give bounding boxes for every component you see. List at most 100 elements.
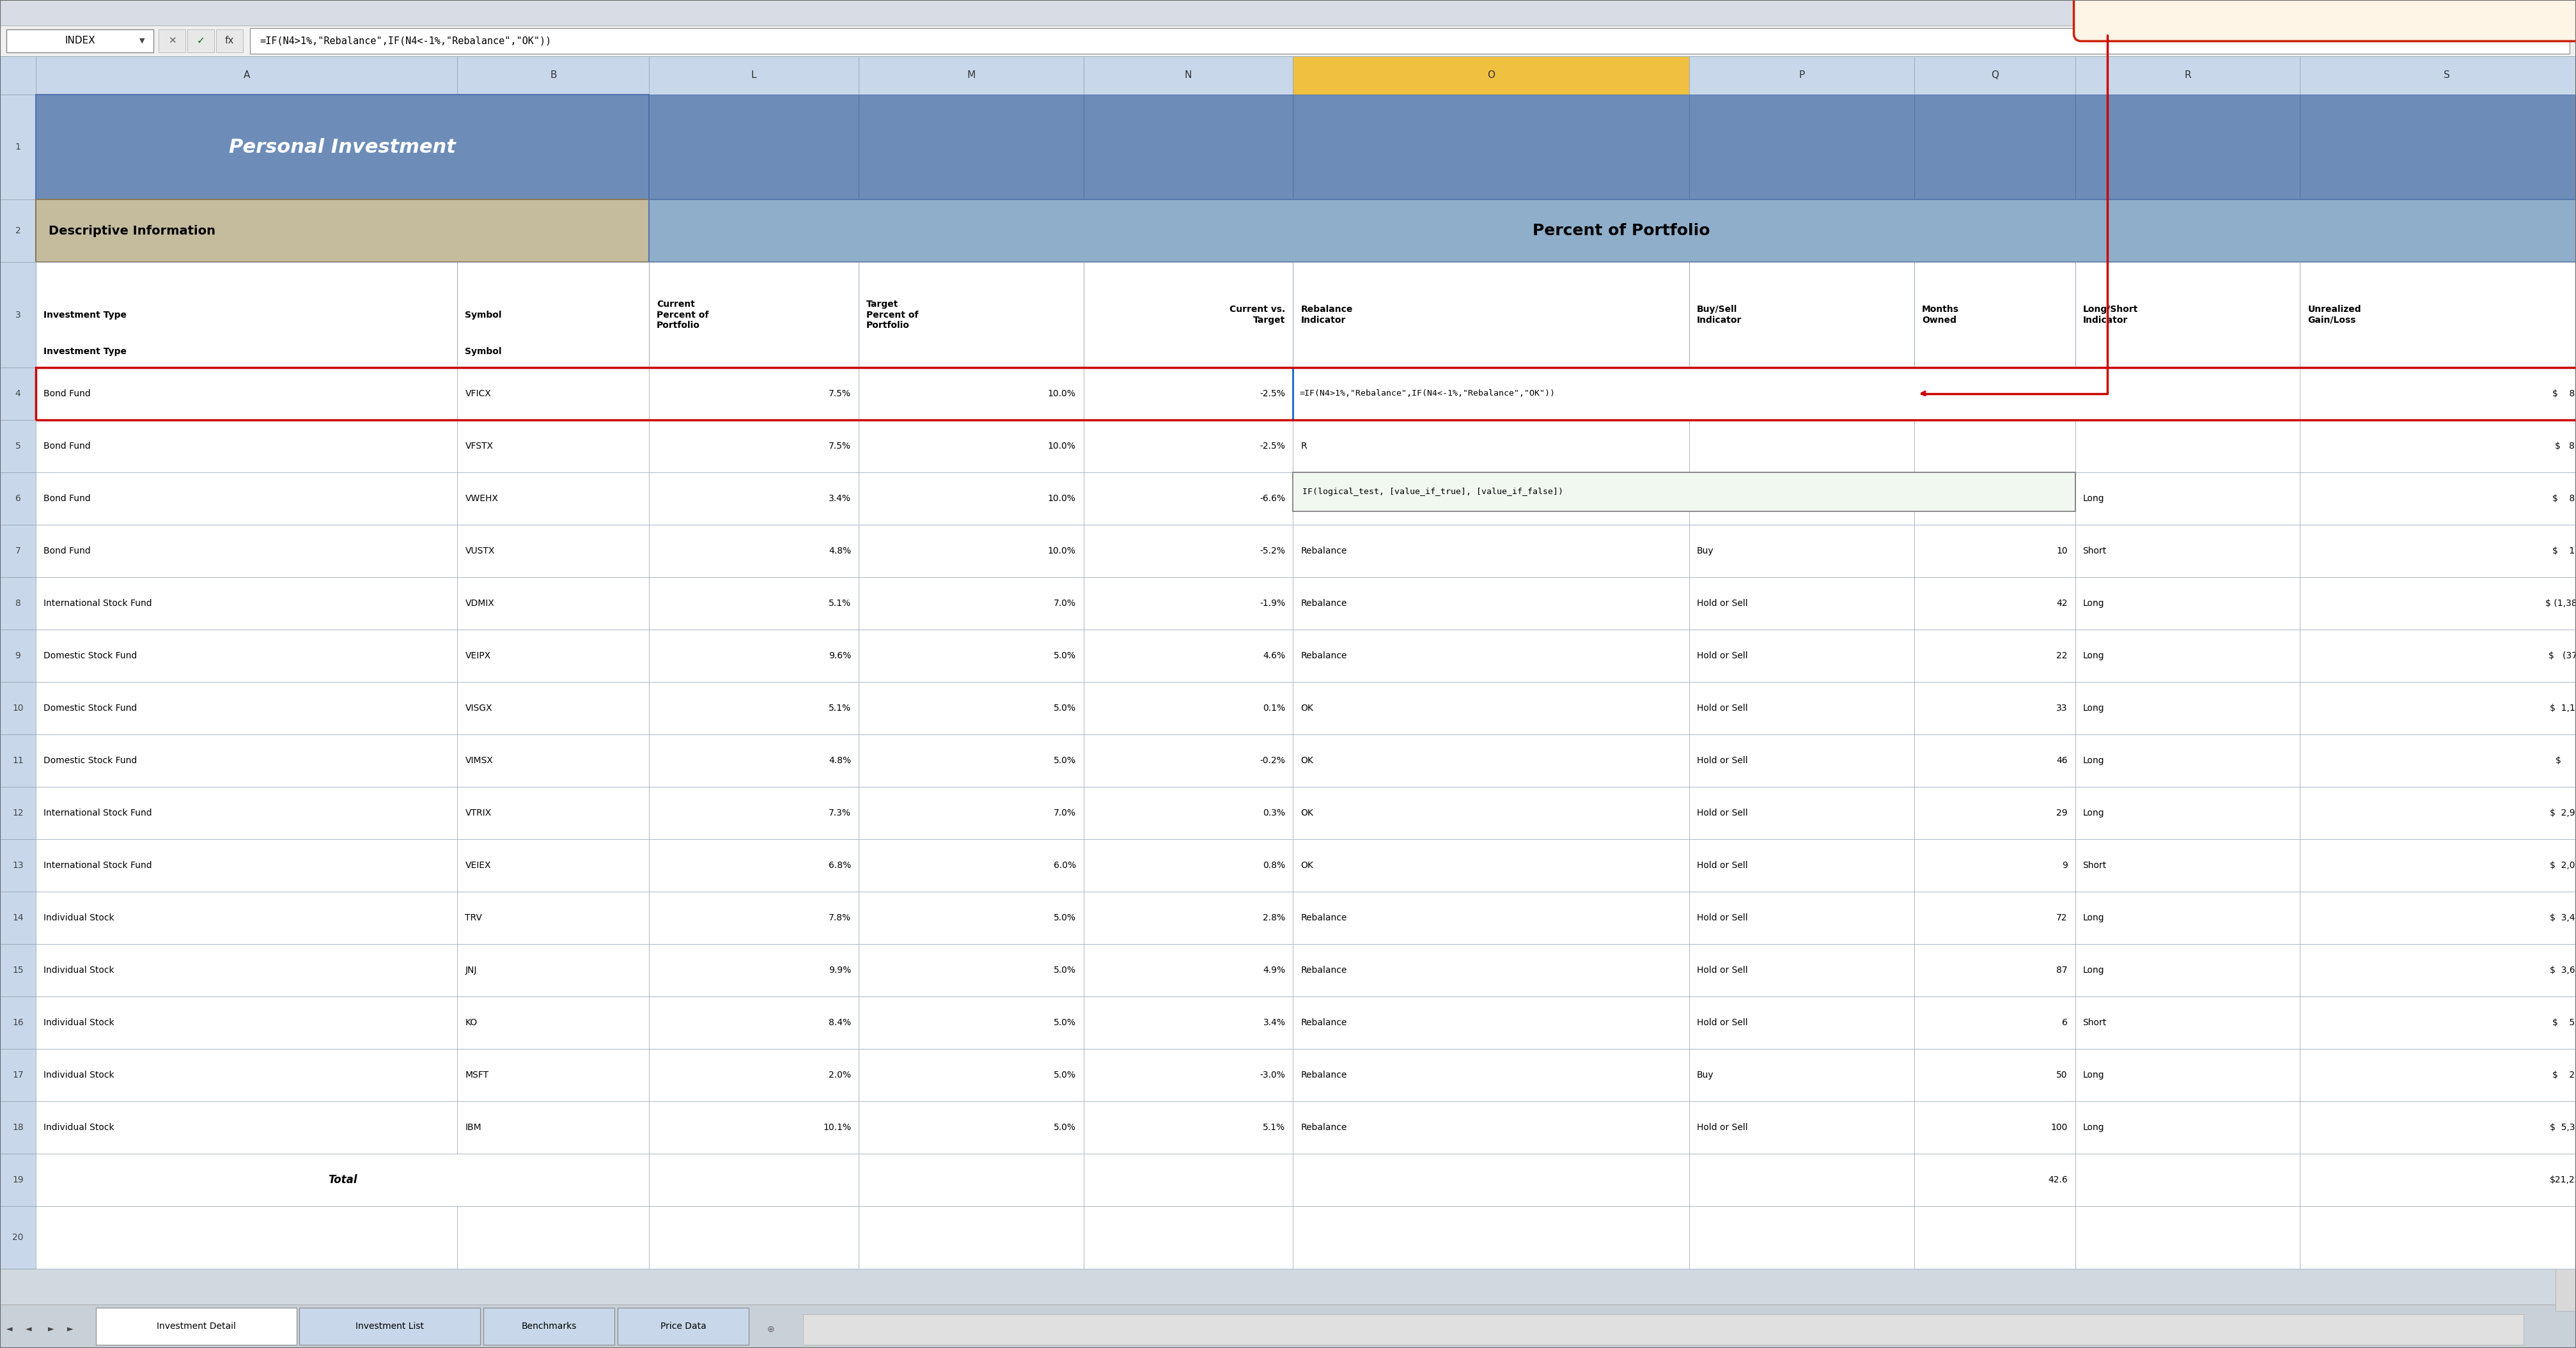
Text: $  3,676: $ 3,676 bbox=[2550, 965, 2576, 975]
Text: Long: Long bbox=[2084, 599, 2105, 608]
Bar bbox=[1084, 419, 1293, 472]
Text: 50: 50 bbox=[2056, 1070, 2069, 1080]
Text: $    126: $ 126 bbox=[2553, 546, 2576, 555]
Text: Hold or Sell: Hold or Sell bbox=[1698, 809, 1747, 817]
Bar bbox=[1084, 263, 1293, 367]
Text: Investment Type: Investment Type bbox=[44, 310, 126, 319]
Text: Unrealized
Gain/Loss: Unrealized Gain/Loss bbox=[2308, 305, 2362, 325]
Bar bbox=[0, 838, 36, 891]
Text: Long: Long bbox=[2084, 1070, 2105, 1080]
Text: 42.6: 42.6 bbox=[2048, 1175, 2069, 1185]
Bar bbox=[0, 472, 36, 524]
Text: 2: 2 bbox=[15, 226, 21, 236]
Text: 5.1%: 5.1% bbox=[1262, 1123, 1285, 1132]
Text: 29: 29 bbox=[2056, 809, 2069, 817]
Bar bbox=[2076, 787, 2300, 838]
Text: Q: Q bbox=[1991, 70, 1999, 81]
Bar bbox=[459, 472, 649, 524]
Bar bbox=[0, 26, 2576, 57]
Bar bbox=[2300, 838, 2576, 891]
Text: 6.0%: 6.0% bbox=[1054, 861, 1077, 869]
Bar bbox=[858, 682, 1084, 735]
Text: Bond Fund: Bond Fund bbox=[44, 441, 90, 450]
Bar bbox=[0, 735, 36, 787]
Bar bbox=[1690, 996, 1914, 1049]
Bar bbox=[1293, 891, 1690, 944]
Bar bbox=[1084, 944, 1293, 996]
Text: Investment Detail: Investment Detail bbox=[157, 1322, 237, 1330]
Bar bbox=[1914, 524, 2076, 577]
Bar bbox=[36, 838, 459, 891]
Bar bbox=[858, 524, 1084, 577]
Bar bbox=[2300, 996, 2576, 1049]
Text: Long: Long bbox=[2084, 913, 2105, 922]
Bar bbox=[1690, 419, 1914, 472]
Text: Total: Total bbox=[327, 1174, 358, 1186]
Text: Hold or Sell: Hold or Sell bbox=[1698, 861, 1747, 869]
Text: Price Data: Price Data bbox=[659, 1322, 706, 1330]
Text: 5.0%: 5.0% bbox=[1054, 756, 1077, 764]
Text: $  5,362: $ 5,362 bbox=[2550, 1123, 2576, 1132]
Text: Individual Stock: Individual Stock bbox=[44, 913, 113, 922]
Bar bbox=[0, 630, 36, 682]
Bar bbox=[649, 472, 858, 524]
Text: Individual Stock: Individual Stock bbox=[44, 1123, 113, 1132]
Bar bbox=[2076, 524, 2300, 577]
Text: Hold or Sell: Hold or Sell bbox=[1698, 1123, 1747, 1132]
Bar bbox=[1293, 1154, 1690, 1206]
Text: $    588: $ 588 bbox=[2553, 1018, 2576, 1027]
Bar bbox=[2300, 1049, 2576, 1101]
Text: 5.1%: 5.1% bbox=[829, 599, 850, 608]
Bar bbox=[36, 367, 459, 419]
Text: Rebalance: Rebalance bbox=[1301, 599, 1347, 608]
Text: Rebalance: Rebalance bbox=[1301, 1018, 1347, 1027]
Text: International Stock Fund: International Stock Fund bbox=[44, 599, 152, 608]
Text: 5.0%: 5.0% bbox=[1054, 1070, 1077, 1080]
Bar bbox=[0, 891, 36, 944]
Bar bbox=[2300, 735, 2576, 787]
Bar bbox=[2076, 996, 2300, 1049]
Text: fx: fx bbox=[224, 36, 234, 46]
Bar bbox=[649, 838, 858, 891]
Bar bbox=[459, 630, 649, 682]
Bar bbox=[649, 94, 858, 200]
Text: 10: 10 bbox=[13, 704, 23, 713]
Bar bbox=[0, 200, 36, 263]
Text: Rebalance: Rebalance bbox=[1301, 1123, 1347, 1132]
Bar bbox=[1690, 94, 1914, 200]
Text: VFICX: VFICX bbox=[466, 390, 492, 398]
Bar bbox=[2076, 891, 2300, 944]
Text: Buy: Buy bbox=[1698, 546, 1713, 555]
Bar bbox=[2300, 1101, 2576, 1154]
Bar bbox=[1293, 1101, 1690, 1154]
Bar bbox=[459, 735, 649, 787]
Bar bbox=[1690, 682, 1914, 735]
Text: B: B bbox=[549, 70, 556, 81]
Text: 87: 87 bbox=[2056, 965, 2069, 975]
Text: Domestic Stock Fund: Domestic Stock Fund bbox=[44, 651, 137, 661]
Text: 72: 72 bbox=[2056, 913, 2069, 922]
Text: VEIPX: VEIPX bbox=[466, 651, 492, 661]
Text: Percent of Portfolio: Percent of Portfolio bbox=[1533, 224, 1710, 239]
Text: 5.0%: 5.0% bbox=[1054, 651, 1077, 661]
Bar bbox=[1293, 419, 1690, 472]
Bar bbox=[2076, 630, 2300, 682]
Bar bbox=[649, 1049, 858, 1101]
Text: IF(logical_test, [value_if_true], [value_if_false]): IF(logical_test, [value_if_true], [value… bbox=[1303, 488, 1564, 496]
Bar bbox=[1084, 996, 1293, 1049]
Text: -0.2%: -0.2% bbox=[1260, 756, 1285, 764]
Text: 1: 1 bbox=[15, 143, 21, 151]
Text: 3: 3 bbox=[15, 310, 21, 319]
Bar bbox=[1293, 1206, 1690, 1268]
Bar bbox=[36, 524, 459, 577]
Text: 10.1%: 10.1% bbox=[822, 1123, 850, 1132]
Text: $   (373): $ (373) bbox=[2548, 651, 2576, 661]
Bar bbox=[1293, 682, 1690, 735]
Text: $    811: $ 811 bbox=[2553, 493, 2576, 503]
Text: -5.2%: -5.2% bbox=[1260, 546, 1285, 555]
Bar bbox=[0, 367, 36, 419]
Text: $  2,900: $ 2,900 bbox=[2550, 809, 2576, 817]
Bar bbox=[1293, 996, 1690, 1049]
Bar bbox=[1084, 787, 1293, 838]
Text: $   867: $ 867 bbox=[2555, 441, 2576, 450]
